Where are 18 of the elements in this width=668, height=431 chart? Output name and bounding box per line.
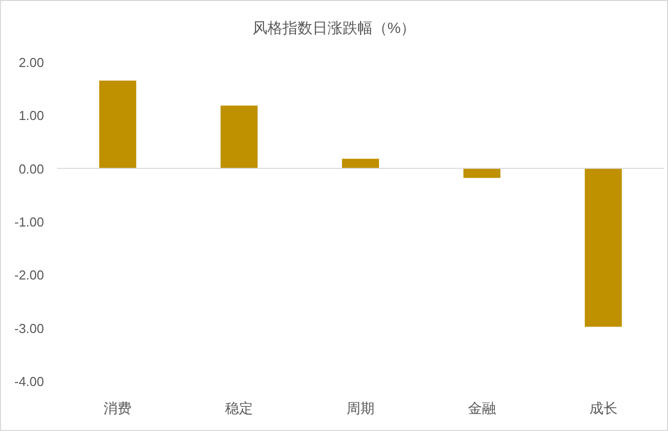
bar [220,106,258,168]
y-tick-label: -4.00 [14,374,44,389]
y-tick-label: -3.00 [14,320,44,336]
bar [342,158,379,168]
x-tick-label: 金融 [468,400,496,416]
x-tick-label: 周期 [346,400,374,416]
y-tick-label: -2.00 [14,268,44,283]
chart-title: 风格指数日涨跌幅（%） [252,20,416,37]
x-tick-label: 成长 [589,400,618,416]
y-tick-label: -1.00 [14,214,44,230]
bar [463,168,500,178]
bar [584,168,622,327]
y-tick-label: 2.00 [18,55,44,70]
y-tick-label: 1.00 [18,108,44,124]
x-tick-label: 稳定 [225,400,254,416]
bar [99,80,136,168]
x-tick-label: 消费 [104,400,132,416]
y-tick-label: 0.00 [18,161,44,176]
